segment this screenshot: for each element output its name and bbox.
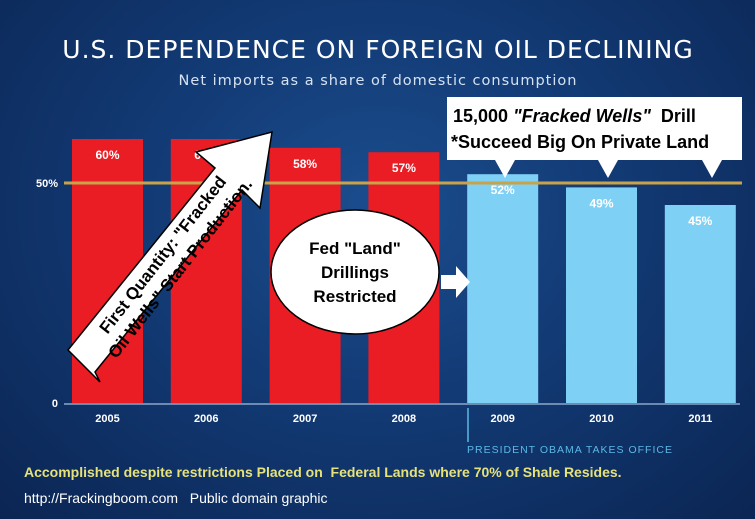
obama-marker-label: PRESIDENT OBAMA TAKES OFFICE	[467, 444, 673, 456]
y-tick-label: 50%	[36, 178, 58, 190]
arrow-up-icon	[66, 130, 273, 383]
x-tick-label: 2009	[490, 413, 514, 425]
value-label: 52%	[491, 183, 515, 197]
x-tick-label: 2011	[688, 413, 712, 425]
oval-line3: Restricted	[313, 287, 396, 306]
fracked-wells-callout: 15,000 "Fracked Wells" Drill *Succeed Bi…	[447, 97, 742, 178]
y-tick-label: 0	[52, 398, 58, 410]
value-label: 49%	[589, 196, 613, 210]
value-label: 60%	[95, 148, 119, 162]
callout-line1: 15,000 "Fracked Wells" Drill	[453, 106, 696, 126]
callout-line2: *Succeed Big On Private Land	[451, 132, 709, 152]
restricted-oval: Fed "Land" Drillings Restricted	[270, 209, 440, 335]
x-tick-label: 2006	[194, 413, 218, 425]
x-tick-label: 2007	[293, 413, 317, 425]
arrow-right-icon	[441, 266, 470, 298]
bar-2009	[467, 174, 539, 403]
x-tick-label: 2008	[392, 413, 416, 425]
value-label: 57%	[392, 161, 416, 175]
oval-line2: Drillings	[321, 263, 389, 282]
chart-subtitle: Net imports as a share of domestic consu…	[179, 73, 578, 89]
bar-2011	[664, 205, 736, 403]
chart-title: U.S. DEPENDENCE ON FOREIGN OIL DECLINING	[62, 35, 693, 64]
value-label: 58%	[293, 157, 317, 171]
x-tick-label: 2010	[589, 413, 613, 425]
x-tick-label: 2005	[95, 413, 119, 425]
footer-source: http://Frackingboom.com Public domain gr…	[24, 490, 327, 506]
bar-2010	[566, 187, 637, 403]
oval-line1: Fed "Land"	[309, 239, 401, 258]
value-label: 45%	[688, 214, 712, 228]
footer-note: Accomplished despite restrictions Placed…	[24, 464, 622, 480]
